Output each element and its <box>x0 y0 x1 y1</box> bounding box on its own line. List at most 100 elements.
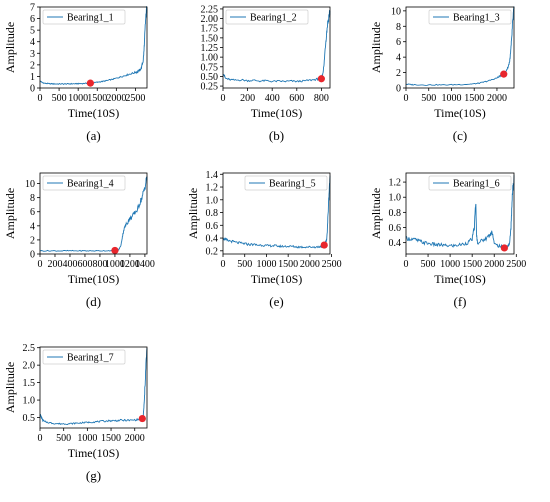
y-tick-label: 1.0 <box>23 396 36 407</box>
subplot-e: 0 500 1000 1500 2000 2500 0.20.4 0.6 0.8 1.01.2 1.… <box>186 170 342 309</box>
x-tick-label: 400 <box>62 259 77 270</box>
series-line <box>39 176 148 252</box>
legend-box <box>42 175 126 191</box>
y-tick-label: 6 <box>30 14 35 25</box>
x-axis-label: Time(10S) <box>251 106 303 120</box>
x-axis-label: Time(10S) <box>68 272 120 286</box>
y-tick-label: 8 <box>30 193 35 204</box>
y-tick-label: 0.6 <box>389 223 402 234</box>
x-axis-label: Time(10S) <box>434 106 486 120</box>
x-tick-label: 0 <box>404 259 409 270</box>
x-tick-label: 2500 <box>322 259 342 270</box>
y-axis-label: Amplitude <box>3 188 17 239</box>
x-tick-label: 500 <box>421 259 436 270</box>
legend-entry: Bearing1_1 <box>67 13 114 24</box>
change-point-marker <box>500 70 508 78</box>
x-tick-label: 200 <box>240 93 255 104</box>
x-tick-label: 500 <box>56 433 71 444</box>
y-tick-label: 10 <box>391 6 401 17</box>
y-tick-label: 1.25 <box>201 43 219 54</box>
x-tick-label: 1500 <box>101 433 121 444</box>
legend-box <box>428 9 512 25</box>
y-tick-label: 6 <box>396 37 401 48</box>
y-tick-label: 2.0 <box>23 361 36 372</box>
y-tick-label: 1.0 <box>206 195 219 206</box>
x-tick-label: 1000 <box>441 93 461 104</box>
subplot-caption: (b) <box>269 128 284 143</box>
x-tick-label: 1000 <box>68 93 88 104</box>
axes-frame <box>39 6 148 89</box>
y-tick-label: 0.5 <box>23 413 36 424</box>
x-tick-label: 2000 <box>125 433 145 444</box>
y-axis-label: Amplitude <box>369 22 383 73</box>
x-tick-label: 800 <box>92 259 107 270</box>
y-tick-label: 0.8 <box>206 208 219 219</box>
axes-frame <box>405 172 515 255</box>
axes-frame <box>39 346 148 429</box>
series-line <box>405 6 515 86</box>
x-tick-label: 800 <box>314 93 329 104</box>
y-tick-label: 2 <box>30 235 35 246</box>
x-tick-label: 600 <box>77 259 92 270</box>
y-tick-label: 5 <box>30 26 35 37</box>
subplot-caption: (e) <box>269 294 283 309</box>
x-tick-label: 500 <box>237 259 252 270</box>
subplot-caption: (d) <box>86 294 101 309</box>
y-tick-label: 1.00 <box>201 53 219 64</box>
x-tick-label: 1000 <box>440 259 460 270</box>
x-tick-label: 1500 <box>278 259 298 270</box>
x-tick-label: 1400 <box>135 259 155 270</box>
series-line <box>39 6 148 85</box>
y-tick-label: 0.4 <box>389 238 402 249</box>
y-axis-label: Amplitude <box>3 22 17 73</box>
y-tick-label: 3 <box>30 49 35 60</box>
y-tick-label: 0 <box>30 250 35 261</box>
subplot-c: 0 500 1000 1500 2000 0 2 4 6 8 10 Time(10S) Amplitud… <box>369 6 515 143</box>
y-tick-label: 10 <box>25 179 35 190</box>
x-tick-label: 2000 <box>484 259 504 270</box>
x-tick-label: 2000 <box>487 93 507 104</box>
change-point-marker <box>317 75 325 83</box>
legend-box <box>42 349 126 365</box>
x-tick-label: 500 <box>52 93 67 104</box>
x-tick-label: 2500 <box>506 259 526 270</box>
subplot-caption: (a) <box>86 128 100 143</box>
x-tick-label: 0 <box>38 93 43 104</box>
x-tick-label: 1000 <box>105 259 125 270</box>
x-tick-label: 1200 <box>120 259 140 270</box>
x-tick-label: 1500 <box>464 93 484 104</box>
x-tick-label: 1500 <box>87 93 107 104</box>
y-tick-label: 1 <box>30 72 35 83</box>
legend-box <box>244 175 328 191</box>
legend-box <box>225 9 309 25</box>
x-tick-label: 2000 <box>106 93 126 104</box>
subplot-g: 0 500 1000 1500 2000 0.5 1.0 1.5 2.0 2.5 Time(10S)… <box>3 343 148 483</box>
y-tick-label: 7 <box>30 3 35 14</box>
y-tick-label: 0.75 <box>201 62 219 73</box>
y-tick-label: 1.0 <box>389 193 402 204</box>
x-tick-label: 600 <box>289 93 304 104</box>
axes-frame <box>405 6 515 89</box>
x-tick-label: 0 <box>38 433 43 444</box>
y-tick-label: 0 <box>30 84 35 95</box>
y-tick-label: 2.5 <box>23 343 36 354</box>
y-tick-label: 0.8 <box>389 208 402 219</box>
y-axis-label: Amplitude <box>186 188 200 239</box>
subplot-b: 0 200 400 600 800 0.250.500.751.001.251.501.7… <box>201 4 331 143</box>
y-tick-label: 4 <box>30 37 35 48</box>
x-tick-label: 0 <box>404 93 409 104</box>
x-tick-label: 200 <box>47 259 62 270</box>
x-tick-label: 1500 <box>462 259 482 270</box>
legend-entry: Bearing1_3 <box>453 13 500 24</box>
x-tick-label: 500 <box>421 93 436 104</box>
x-axis-label: Time(10S) <box>251 272 303 286</box>
subplot-f: 0 500 1000 1500 2000 2500 0.4 0.6 0.8 1.0 1.2 Time(… <box>369 172 526 309</box>
y-tick-label: 1.75 <box>201 24 219 35</box>
subplot-caption: (f) <box>454 294 467 309</box>
y-tick-label: 1.2 <box>389 178 402 189</box>
y-tick-label: 0.4 <box>206 234 219 245</box>
subplot-caption: (c) <box>453 128 467 143</box>
legend-box <box>428 175 512 191</box>
y-tick-label: 0.50 <box>201 72 219 83</box>
